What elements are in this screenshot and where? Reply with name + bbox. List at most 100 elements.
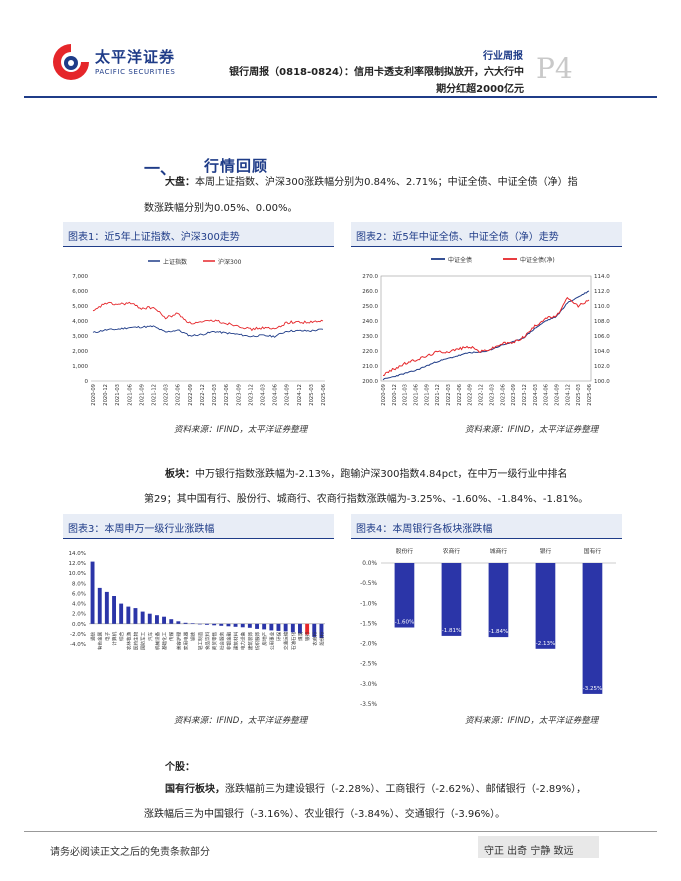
chart4-category-label: 银行 (540, 547, 552, 555)
chart3-category-label: 石油石化 (290, 631, 297, 650)
chart1-x-tick: 2022-09 (188, 384, 194, 406)
chart3-category-label: 电子 (104, 631, 111, 641)
chart3-bar (197, 623, 202, 625)
chart1-y-tick: 5,000 (72, 304, 88, 310)
chart3-category-label: 食品饮料 (204, 631, 211, 650)
logo-text-cn: 太平洋证券 (95, 48, 176, 66)
sector-text-1: 中万银行指数涨跌幅为-2.13%，跑输沪深300指数4.84pct，在中万一级行… (195, 469, 568, 480)
chart2-x-tick: 2025-06 (587, 384, 593, 406)
chart3-caption: 图表3：本周申万一级行业涨跌幅 (63, 514, 334, 539)
chart2-y-left-tick: 270.0 (362, 274, 378, 280)
chart2-x-tick: 2021-06 (414, 384, 420, 406)
chart2-y-right-tick: 100.0 (594, 379, 610, 385)
chart3-bar (112, 596, 116, 624)
chart2-x-tick: 2021-03 (403, 384, 409, 406)
chart4-data-label: -1.81% (442, 628, 461, 634)
sector-paragraph-line2: 第29；其中国有行、股份行、城商行、农商行指数涨跌幅为-3.25%、-1.60%… (144, 494, 589, 505)
chart1-x-tick: 2024-09 (285, 384, 291, 406)
chart1-series-line (92, 301, 324, 332)
chart3-source: 资料来源：IFIND，太平洋证券整理 (174, 716, 308, 726)
chart3-bar (305, 623, 310, 635)
chart3-bar (119, 603, 124, 624)
chart3-bar (298, 623, 302, 634)
chart3-bar (90, 561, 95, 624)
chart2-x-tick: 2022-03 (446, 384, 452, 406)
chart3-category-label: 非银金融 (225, 631, 232, 650)
chart3-category-label: 轻工制造 (197, 631, 204, 650)
chart3-category-label: 机械设备 (154, 631, 161, 650)
chart4-data-label: -2.13% (536, 641, 555, 647)
chart4-bar-chart: 0.0% -0.5% -1.0% -1.5% -2.0% -2.5% -3.0% -3.5% -… (360, 547, 616, 708)
chart3-bar (290, 623, 295, 633)
chart3-bar (319, 623, 324, 638)
chart1-legend-label: 沪深300 (218, 258, 242, 266)
chart3-bar (183, 622, 188, 624)
chart3-bar (97, 587, 102, 624)
chart3-category-label: 环保 (276, 631, 283, 641)
stocks-text-1: 涨跌幅前三为建设银行（-2.28%）、工商银行（-2.62%）、邮储银行（-2.… (225, 784, 587, 795)
chart2-legend-label: 中证全债(净) (520, 256, 555, 264)
chart1-x-tick: 2021-03 (115, 384, 121, 406)
chart2-y-left-tick: 210.0 (362, 364, 378, 370)
chart3-category-label: 煤炭 (297, 631, 304, 641)
chart4-y-tick: -1.0% (360, 601, 377, 607)
chart3-bar (219, 623, 224, 626)
chart2-line-chart: 中证全债 中证全债(净) 270.0 260.0 250.0 240.0 230.0 220.… (362, 256, 610, 406)
chart4-y-tick: -1.5% (360, 621, 377, 627)
chart2-y-left-tick: 250.0 (362, 304, 378, 310)
report-title-line2: 期分红超2000亿元 (436, 84, 524, 95)
market-paragraph-line2: 数涨跌幅分别为0.05%、0.00%。 (144, 203, 298, 214)
chart3-bar (155, 615, 159, 624)
chart3-bar (162, 616, 166, 624)
chart3-category-label: 纺织服饰 (254, 631, 261, 650)
chart2-source: 资料来源：IFIND，太平洋证券整理 (465, 425, 599, 435)
chart4-category-label: 国有行 (584, 547, 602, 555)
market-text-1: 本周上证指数、沪深300涨跌幅分别为0.84%、2.71%；中证全债、中证全债（… (195, 177, 578, 188)
chart3-bar (283, 623, 288, 632)
chart2-x-tick: 2023-06 (500, 384, 506, 406)
chart3-bar (169, 619, 174, 624)
chart3-bar (269, 623, 274, 631)
chart1-x-tick: 2021-12 (152, 384, 158, 406)
chart2-x-tick: 2023-03 (489, 384, 495, 406)
chart1-x-tick: 2023-09 (236, 384, 242, 406)
chart2-x-tick: 2025-03 (576, 384, 582, 406)
chart4-panel: 图表4：本周银行各板块涨跌幅 (351, 514, 622, 539)
chart3-bar (247, 623, 252, 628)
chart4-y-tick: -2.0% (360, 642, 377, 648)
footer-disclaimer: 请务必阅读正文之后的免责条款部分 (50, 847, 210, 858)
chart1-x-tick: 2022-06 (176, 384, 182, 406)
chart2-plot-frame (380, 275, 592, 382)
chart3-y-tick: 10.0% (69, 571, 86, 577)
chart3-category-label: 银行 (304, 631, 311, 641)
chart1-x-tick: 2023-03 (212, 384, 218, 406)
chart1-panel: 图表1：近5年上证指数、沪深300走势 (63, 222, 334, 247)
chart4-caption: 图表4：本周银行各板块涨跌幅 (351, 514, 622, 539)
chart3-bar (233, 623, 238, 627)
chart3-category-label: 家用电器 (183, 631, 190, 650)
chart4-y-tick: 0.0% (362, 561, 377, 567)
chart1-x-tick: 2022-03 (164, 384, 170, 406)
chart4-bar (441, 563, 462, 636)
chart2-x-tick: 2021-12 (435, 384, 441, 406)
stocks-paragraph-line1: 国有行板块，涨跌幅前三为建设银行（-2.28%）、工商银行（-2.62%）、邮储… (165, 777, 586, 803)
chart2-x-tick: 2024-03 (533, 384, 539, 406)
chart2-x-tick: 2024-09 (554, 384, 560, 406)
chart1-y-tick: 6,000 (72, 289, 88, 295)
chart3-bar (255, 623, 259, 629)
chart2-y-right-tick: 108.0 (594, 319, 610, 325)
footer-motto-box (478, 836, 599, 858)
chart4-bar (394, 563, 415, 628)
chart2-y-right-tick: 104.0 (594, 349, 610, 355)
stocks-label: 国有行板块， (165, 784, 225, 795)
footer-divider (24, 831, 657, 832)
chart3-category-label: 钢铁 (190, 631, 197, 641)
chart3-bar (212, 623, 217, 626)
chart1-legend-label: 上证指数 (163, 258, 187, 266)
chart1-x-tick: 2023-12 (248, 384, 254, 406)
chart1-source: 资料来源：IFIND，太平洋证券整理 (174, 425, 308, 435)
chart1-y-tick: 0 (85, 379, 89, 385)
chart2-y-left-tick: 260.0 (362, 289, 378, 295)
chart1-x-tick: 2021-09 (139, 384, 145, 406)
chart3-panel: 图表3：本周申万一级行业涨跌幅 (63, 514, 334, 539)
